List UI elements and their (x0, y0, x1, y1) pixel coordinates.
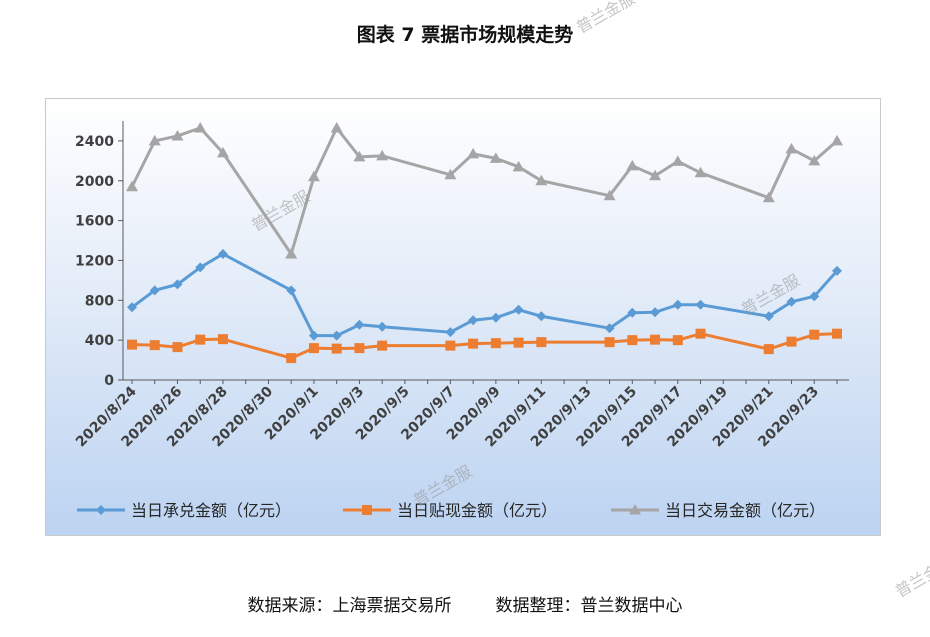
line-chart: 040080012001600200024002020/8/242020/8/2… (73, 121, 849, 520)
data-point-trading (444, 168, 457, 180)
data-point-discount (627, 335, 638, 346)
data-point-discount (786, 336, 797, 347)
data-point-acceptance (604, 323, 615, 334)
data-point-discount (149, 340, 160, 351)
data-point-trading (376, 149, 389, 161)
legend-marker-trading (629, 504, 641, 515)
data-point-acceptance (127, 302, 137, 313)
data-point-trading (649, 169, 662, 181)
data-point-acceptance (172, 279, 183, 290)
y-tick-label: 800 (85, 293, 114, 309)
data-point-acceptance (536, 311, 547, 322)
series-line-discount (131, 332, 838, 360)
data-point-acceptance (149, 285, 160, 296)
y-tick-label: 0 (104, 373, 114, 389)
y-tick-label: 1600 (75, 214, 114, 230)
data-point-discount (672, 335, 683, 346)
data-point-discount (195, 334, 206, 345)
data-point-acceptance (445, 327, 456, 338)
data-point-acceptance (763, 311, 774, 322)
legend-label-trading: 当日交易金额（亿元） (665, 501, 825, 520)
data-point-discount (809, 329, 820, 340)
y-tick-label: 2000 (75, 174, 114, 190)
data-point-trading (194, 121, 207, 133)
data-point-acceptance (786, 296, 797, 307)
data-point-trading (353, 150, 366, 162)
data-point-trading (535, 174, 548, 186)
data-point-acceptance (627, 307, 638, 318)
data-point-acceptance (695, 299, 706, 310)
data-point-acceptance (490, 312, 501, 323)
data-point-trading (512, 160, 525, 172)
data-point-trading (216, 146, 229, 158)
data-point-discount (604, 337, 615, 348)
data-point-trading (671, 155, 684, 166)
data-point-trading (808, 154, 821, 166)
data-point-trading (694, 166, 707, 178)
data-point-acceptance (672, 299, 683, 310)
data-point-acceptance (809, 291, 820, 302)
data-point-discount (445, 340, 456, 351)
data-point-trading (330, 121, 343, 133)
data-point-trading (626, 159, 639, 171)
chart-title: 图表 7 票据市场规模走势 (356, 24, 574, 46)
data-point-acceptance (650, 307, 661, 318)
data-point-trading (126, 180, 138, 192)
data-point-discount (127, 339, 137, 350)
legend-label-acceptance: 当日承兑金额（亿元） (131, 501, 291, 520)
legend-marker-acceptance (96, 505, 106, 515)
data-point-acceptance (331, 330, 342, 341)
data-point-discount (217, 334, 228, 345)
data-point-trading (307, 170, 320, 182)
data-point-acceptance (377, 321, 388, 332)
y-tick-label: 1200 (75, 253, 114, 269)
source-line: 数据来源：上海票据交易所 数据整理：普兰数据中心 (0, 591, 930, 616)
data-point-trading (603, 189, 616, 201)
data-point-trading (831, 134, 843, 146)
data-point-discount (354, 343, 365, 354)
series-line-acceptance (131, 252, 839, 338)
data-point-trading (785, 142, 798, 154)
data-point-acceptance (308, 330, 319, 341)
data-point-trading (762, 191, 775, 203)
data-point-discount (468, 338, 479, 349)
data-point-discount (513, 337, 524, 348)
data-point-trading (171, 129, 184, 141)
data-point-discount (286, 353, 297, 364)
series-line-trading (130, 126, 838, 256)
data-point-discount (536, 337, 547, 348)
data-point-discount (695, 328, 706, 339)
data-point-discount (490, 338, 501, 349)
data-point-acceptance (832, 265, 842, 276)
data-point-acceptance (468, 315, 479, 326)
data-point-acceptance (195, 262, 206, 273)
data-point-trading (489, 152, 502, 163)
data-point-discount (308, 343, 319, 354)
data-point-trading (467, 147, 480, 159)
data-point-discount (377, 340, 388, 351)
data-source-text: 数据来源：上海票据交易所 (247, 596, 452, 616)
data-point-acceptance (286, 285, 297, 296)
data-point-acceptance (217, 248, 228, 259)
data-point-trading (148, 134, 161, 146)
data-point-acceptance (354, 319, 365, 330)
data-point-trading (285, 247, 298, 259)
chart-area: 0 400 800 1200 1600 2000 2400 2020/8/24 2020/8/2… (45, 98, 881, 536)
legend-marker-discount (362, 505, 372, 515)
legend-label-discount: 当日贴现金额（亿元） (397, 501, 557, 520)
y-tick-label: 400 (85, 333, 114, 349)
data-point-discount (331, 343, 342, 354)
y-tick-label: 2400 (75, 134, 114, 150)
data-point-discount (763, 344, 774, 355)
data-point-acceptance (513, 304, 524, 315)
data-compiler-text: 数据整理：普兰数据中心 (495, 596, 683, 616)
data-point-discount (832, 328, 842, 339)
data-point-discount (650, 334, 661, 345)
data-point-discount (172, 342, 183, 353)
